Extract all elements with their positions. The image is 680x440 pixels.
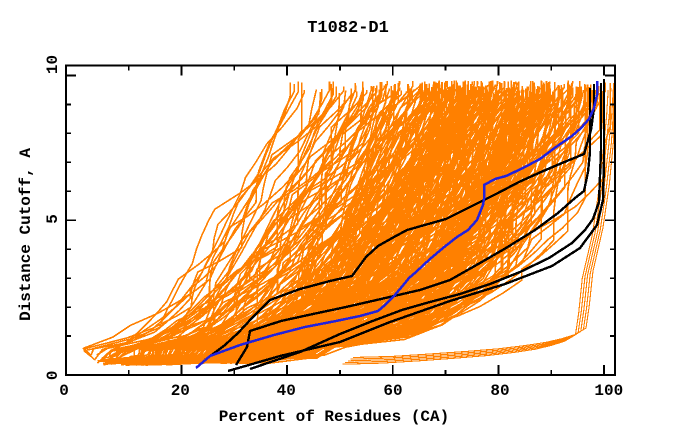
svg-text:100: 100 bbox=[594, 382, 623, 400]
svg-text:5: 5 bbox=[44, 214, 62, 224]
svg-text:10: 10 bbox=[44, 55, 62, 74]
svg-text:20: 20 bbox=[171, 382, 190, 400]
svg-text:0: 0 bbox=[59, 382, 69, 400]
svg-text:T1082-D1: T1082-D1 bbox=[307, 19, 389, 38]
svg-text:60: 60 bbox=[383, 382, 402, 400]
svg-text:80: 80 bbox=[490, 382, 509, 400]
svg-text:Percent of Residues (CA): Percent of Residues (CA) bbox=[219, 408, 449, 426]
svg-text:40: 40 bbox=[277, 382, 296, 400]
svg-text:Distance Cutoff, A: Distance Cutoff, A bbox=[17, 148, 35, 321]
svg-text:0: 0 bbox=[44, 370, 62, 380]
